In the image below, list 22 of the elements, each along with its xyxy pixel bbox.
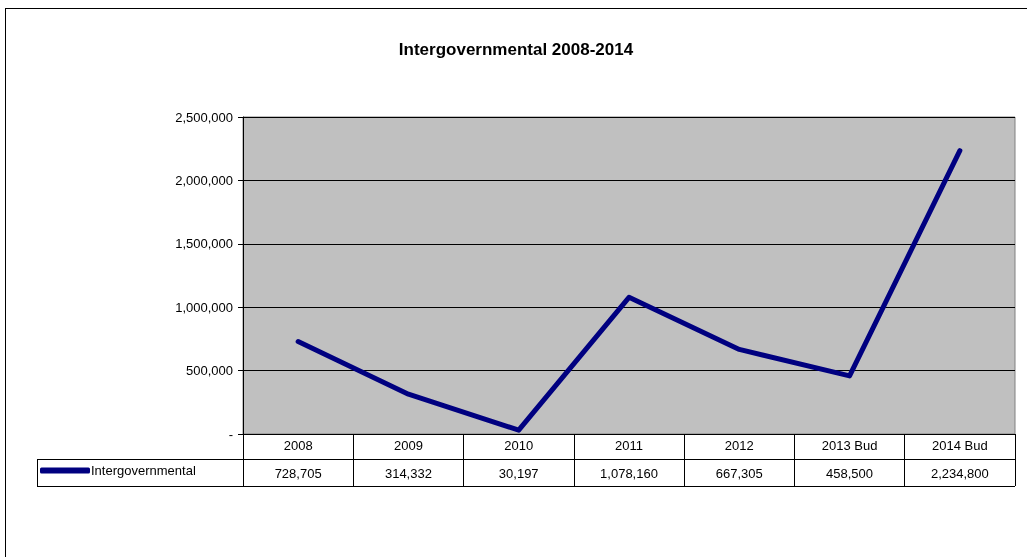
data-label: 667,305	[715, 465, 763, 481]
legend-label: Intergovernmental	[91, 463, 196, 478]
y-tick-label: 1,500,000	[175, 236, 233, 252]
x-tick-label: 2013 Bud	[821, 438, 878, 453]
x-tick-label: 2014 Bud	[932, 438, 988, 453]
x-tick-label: 2012	[724, 438, 754, 453]
data-label: 458,500	[826, 465, 874, 481]
x-tick-label: 2011	[615, 438, 643, 453]
y-tick-label: 1,000,000	[175, 299, 233, 315]
x-tick-label: 2008	[283, 438, 313, 453]
y-tick-label: -	[228, 426, 233, 442]
chart-title: Intergovernmental 2008-2014	[398, 40, 634, 59]
y-tick-label: 2,000,000	[175, 172, 233, 188]
data-label: 30,197	[498, 465, 539, 481]
y-tick-label: 2,500,000	[175, 109, 233, 125]
data-label: 1,078,160	[600, 465, 658, 481]
data-label: 314,332	[384, 465, 432, 481]
x-tick-label: 2010	[504, 438, 534, 453]
x-tick-label: 2009	[393, 438, 423, 453]
data-label: 728,705	[274, 465, 322, 481]
y-tick-label: 500,000	[186, 363, 233, 379]
data-label: 2,234,800	[930, 465, 989, 481]
